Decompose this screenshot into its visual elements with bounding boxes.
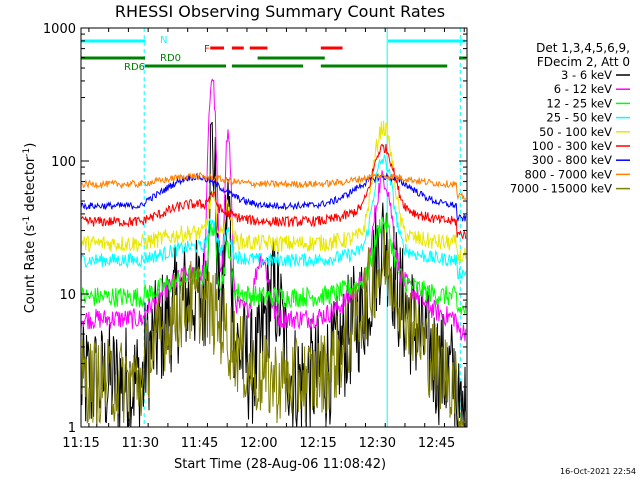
plot-area: N F RD0 RD6 (80, 28, 467, 428)
y-tick-label: 100 (51, 155, 76, 170)
y-axis-label: Count Rate (s-1 detector-1) (22, 143, 38, 314)
rd6-label: RD6 (124, 62, 145, 73)
legend-label: 6 - 12 keV (554, 82, 612, 96)
footer-date: 16-Oct-2021 22:54 (560, 467, 636, 476)
plot-frame (80, 27, 468, 428)
x-tick-label: 11:45 (181, 436, 218, 451)
x-tick-label: 12:30 (359, 436, 396, 451)
x-tick-label: 11:30 (122, 436, 159, 451)
legend-label: 50 - 100 keV (539, 125, 612, 139)
y-tick-label: 1 (68, 421, 76, 436)
legend-label: 7000 - 15000 keV (510, 182, 612, 196)
legend-label: 12 - 25 keV (546, 96, 612, 110)
chart-title: RHESSI Observing Summary Count Rates (115, 2, 445, 21)
series-line (80, 120, 467, 265)
series-line (80, 172, 467, 223)
series-line (81, 172, 467, 201)
legend-header-2: FDecim 2, Att 0 (537, 55, 630, 69)
series-line (80, 229, 467, 428)
y-tick-label: 10 (59, 288, 76, 303)
legend-label: 25 - 50 keV (546, 111, 612, 125)
y-tick-label: 1000 (43, 22, 76, 37)
legend: Det 1,3,4,5,6,9, FDecim 2, Att 0 3 - 6 k… (510, 41, 630, 196)
rd0-label: RD0 (160, 53, 181, 64)
x-tick-label: 12:45 (418, 436, 455, 451)
saa-label: F (204, 44, 210, 55)
night-label: N (160, 35, 167, 46)
legend-header-1: Det 1,3,4,5,6,9, (536, 41, 630, 55)
legend-label: 800 - 7000 keV (524, 167, 612, 181)
x-tick-label: 12:15 (299, 436, 336, 451)
x-tick-label: 12:00 (240, 436, 277, 451)
axis-ticks: 1 10 100 1000 11:15 11:30 11:45 12:00 12:15 12:30… (43, 22, 467, 451)
legend-label: 300 - 800 keV (532, 153, 612, 167)
x-tick-label: 11:15 (62, 436, 99, 451)
series-line (80, 121, 467, 428)
x-axis-label: Start Time (28-Aug-06 11:08:42) (174, 457, 386, 472)
legend-label: 3 - 6 keV (561, 68, 612, 82)
legend-label: 100 - 300 keV (532, 139, 612, 153)
series-line (80, 154, 467, 280)
series-line (80, 143, 467, 239)
